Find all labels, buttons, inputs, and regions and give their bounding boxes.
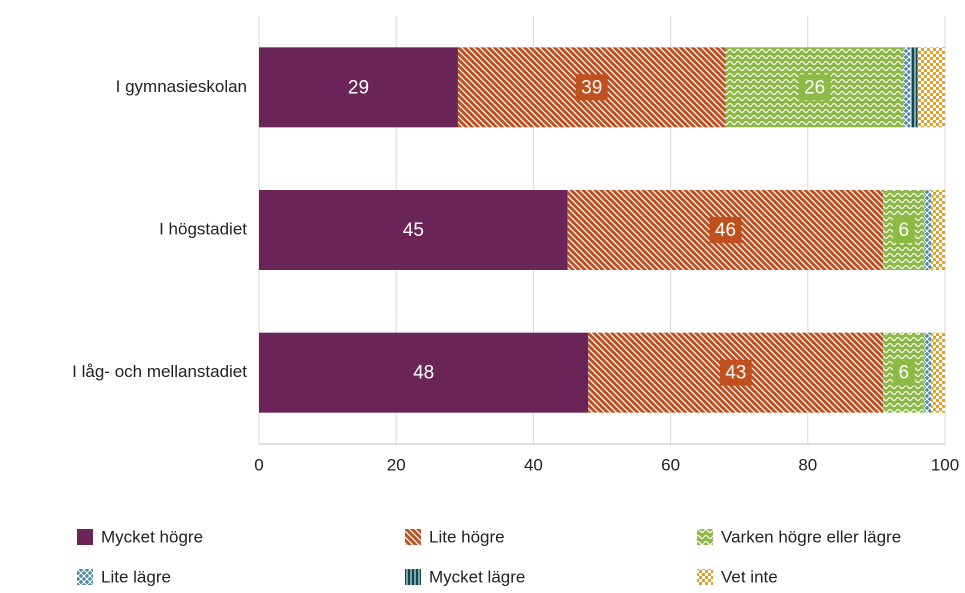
- data-label-box: [575, 74, 608, 101]
- data-label-box: [892, 217, 915, 243]
- data-label: 26: [804, 77, 825, 98]
- x-tick-label: 20: [387, 455, 406, 474]
- bar-segment: [259, 190, 568, 270]
- legend-label: Lite lägre: [101, 567, 171, 586]
- data-label: 46: [715, 220, 736, 241]
- legend-label: Vet inte: [721, 567, 778, 586]
- legend-swatch: [77, 569, 93, 585]
- legend-swatch: [405, 529, 421, 545]
- x-tick-label: 40: [524, 455, 543, 474]
- legend-label: Mycket lägre: [429, 567, 525, 586]
- bar-segment: [917, 47, 945, 128]
- data-label-box: [798, 74, 831, 101]
- bar-segment: [931, 332, 945, 413]
- data-label: 39: [581, 77, 602, 98]
- data-label-box: [709, 217, 742, 243]
- data-label-box: [892, 359, 915, 386]
- bar-segment: [259, 332, 589, 413]
- data-label-box: [719, 359, 752, 386]
- bar-segment: [259, 47, 458, 128]
- legend-label: Mycket högre: [101, 527, 203, 546]
- legend-swatch: [405, 569, 421, 585]
- data-label: 6: [899, 220, 910, 241]
- bar-segment: [903, 47, 911, 128]
- bar-segment: [924, 332, 932, 413]
- legend-label: Lite högre: [429, 527, 505, 546]
- bar-segment: [924, 190, 932, 270]
- x-tick-label: 80: [798, 455, 817, 474]
- data-label: 29: [348, 77, 369, 98]
- y-tick-label: I högstadiet: [159, 219, 247, 238]
- bar-segment: [910, 47, 918, 128]
- legend-swatch: [77, 529, 93, 545]
- data-label: 48: [413, 363, 434, 384]
- legend-swatch: [697, 529, 713, 545]
- bar-segment: [931, 190, 945, 270]
- y-tick-label: I låg- och mellanstadiet: [72, 362, 247, 381]
- x-tick-label: 60: [661, 455, 680, 474]
- legend-swatch: [697, 569, 713, 585]
- data-label: 43: [725, 363, 746, 384]
- legend-label: Varken högre eller lägre: [721, 527, 901, 546]
- x-tick-label: 100: [931, 455, 959, 474]
- data-label: 6: [899, 363, 910, 384]
- x-tick-label: 0: [254, 455, 263, 474]
- data-label: 45: [403, 220, 424, 241]
- y-tick-label: I gymnasieskolan: [116, 77, 247, 96]
